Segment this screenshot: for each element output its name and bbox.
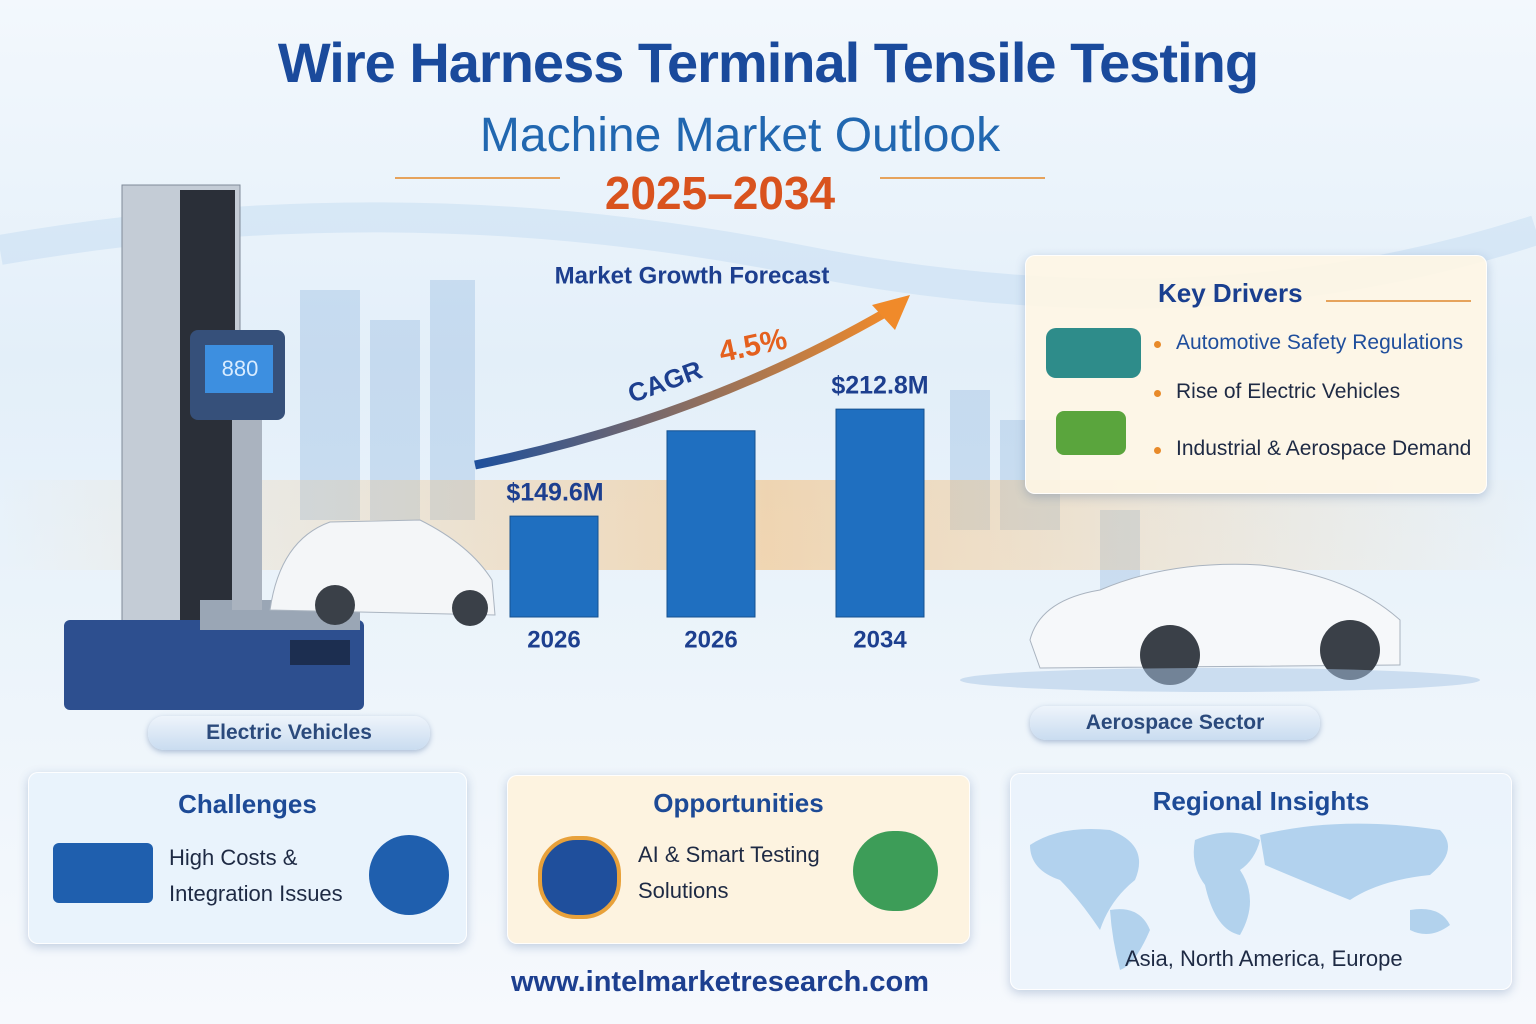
panel-text: Asia, North America, Europe	[1125, 946, 1403, 971]
value-label: $212.8M	[831, 372, 928, 400]
icon	[538, 836, 621, 919]
bullet	[1154, 390, 1161, 397]
cagr-arrowhead	[872, 295, 910, 330]
driver-item: Automotive Safety Regulations	[1176, 331, 1464, 354]
footer-url[interactable]: www.intelmarketresearch.com	[511, 966, 929, 998]
driver-item: Rise of Electric Vehicles	[1176, 380, 1401, 403]
cagr-value: 4.5%	[716, 322, 790, 368]
icon	[369, 835, 449, 915]
bullet	[1154, 447, 1161, 454]
bar	[835, 408, 925, 618]
title-line1: Wire Harness Terminal Tensile Testing	[277, 31, 1259, 94]
bar	[509, 515, 599, 618]
x-tick-label: 2026	[684, 626, 737, 653]
machine-display: 880	[222, 356, 259, 381]
car-right	[960, 563, 1480, 692]
icon	[853, 831, 938, 911]
cagr-arrow	[474, 306, 893, 470]
bullet	[1154, 341, 1161, 348]
panel-title: Challenges	[178, 789, 317, 819]
scene-label: Electric Vehicles	[148, 716, 430, 750]
rule	[1326, 300, 1471, 302]
icon	[1046, 328, 1141, 378]
title-line2: Machine Market Outlook	[479, 109, 1001, 162]
regional-panel: Regional Insights Asia, North America, E…	[1010, 773, 1512, 990]
opportunities-panel: Opportunities AI & Smart Testing Solutio…	[507, 775, 970, 944]
panel-text: High Costs &	[169, 845, 298, 870]
key-drivers-panel: Key Drivers Automotive Safety Regulation…	[1025, 255, 1487, 494]
chart-title: Market Growth Forecast	[555, 262, 830, 289]
car-left	[269, 519, 496, 626]
scene-label: Aerospace Sector	[1030, 706, 1320, 740]
panel-title: Regional Insights	[1152, 786, 1370, 816]
value-label: $149.6M	[506, 479, 603, 507]
testing-machine: 880	[64, 184, 364, 710]
panel-text: Solutions	[638, 878, 729, 903]
panel-text: AI & Smart Testing	[638, 842, 820, 867]
panel-title: Opportunities	[653, 788, 824, 818]
panel-title: Key Drivers	[1158, 278, 1303, 308]
x-tick-label: 2026	[527, 626, 580, 653]
driver-item: Industrial & Aerospace Demand	[1176, 437, 1472, 460]
x-tick-label: 2034	[853, 626, 907, 653]
bar	[666, 430, 756, 618]
icon	[1056, 411, 1126, 455]
panel-text: Integration Issues	[169, 881, 343, 906]
title-years: 2025–2034	[604, 167, 836, 219]
challenges-panel: Challenges High Costs & Integration Issu…	[28, 772, 467, 944]
icon	[53, 843, 153, 903]
